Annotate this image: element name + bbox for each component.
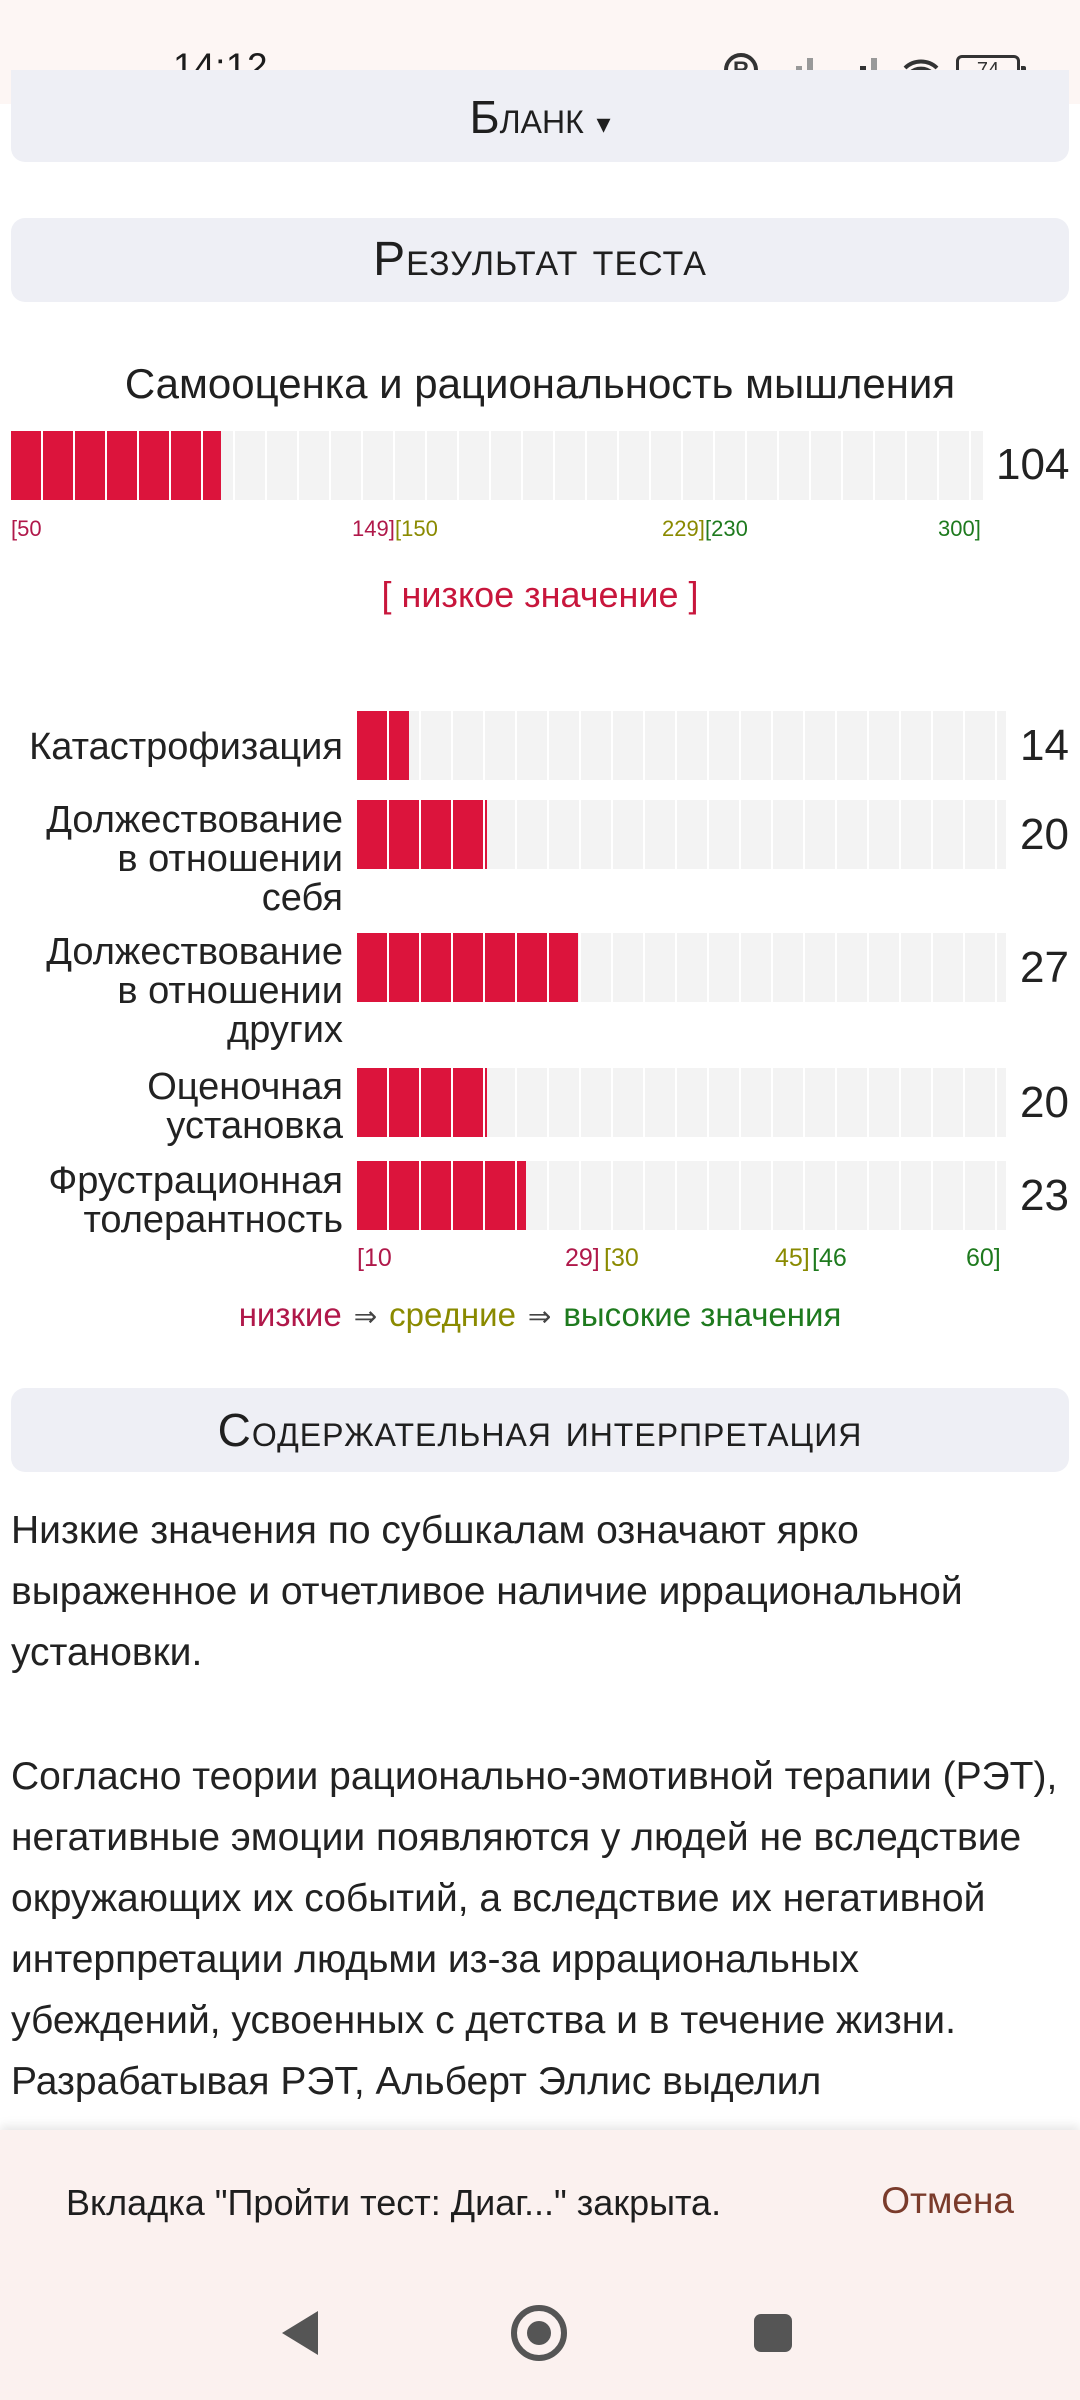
- subscale-bar-others-demands: [357, 933, 1006, 1002]
- legend-low: низкие: [238, 1296, 342, 1333]
- form-section-header[interactable]: Бланк ▾: [11, 70, 1069, 162]
- subscale-bar-self-demands: [357, 800, 1006, 869]
- subscale-bar-evaluative: [357, 1068, 1006, 1137]
- main-tick-mid-end: 229]: [662, 516, 705, 541]
- subscale-fill: [357, 1068, 487, 1137]
- subscale-label-frustration: Фрустрационная толерантность: [48, 1160, 343, 1241]
- sub-tick-mid-end: 45]: [775, 1244, 810, 1272]
- sub-tick-high-start: [46: [812, 1244, 847, 1272]
- back-icon[interactable]: [282, 2311, 318, 2355]
- main-tick-high-end: 300]: [938, 516, 981, 541]
- result-section-title: Результат теста: [373, 233, 707, 286]
- subscale-bar-catastrophizing: [357, 711, 1006, 780]
- recents-icon[interactable]: [754, 2314, 792, 2352]
- snackbar: Вкладка "Пройти тест: Диаг..." закрыта. …: [0, 2130, 1080, 2270]
- caret-down-icon: ▾: [596, 108, 611, 139]
- subscale-value: 20: [1020, 1078, 1069, 1127]
- interpretation-paragraph-2: Согласно теории рационально-эмотивной те…: [11, 1755, 1058, 2103]
- subscale-bar-frustration: [357, 1161, 1006, 1230]
- main-scale-fill: [11, 431, 221, 500]
- subscale-label-catastrophizing: Катастрофизация: [29, 726, 343, 768]
- subscale-fill: [357, 933, 578, 1002]
- sub-tick-mid-start: [30: [604, 1244, 639, 1272]
- subscale-fill: [357, 711, 409, 780]
- subscale-fill: [357, 800, 487, 869]
- sub-tick-low-start: [10: [357, 1244, 392, 1272]
- main-scale-value: 104: [996, 440, 1070, 489]
- interpretation-paragraph-1: Низкие значения по субшкалам означают яр…: [11, 1509, 963, 1674]
- main-tick-mid-start: [150: [395, 516, 438, 541]
- main-scale-bar: [11, 431, 983, 500]
- undo-button[interactable]: Отмена: [881, 2180, 1014, 2221]
- subscale-value: 14: [1020, 721, 1069, 770]
- main-scale-title: Самооценка и рациональность мышления: [124, 360, 956, 407]
- main-tick-low-start: [50: [11, 516, 42, 541]
- system-nav-bar: [0, 2270, 1080, 2400]
- scale-legend: низкие ⇒ средние ⇒ высокие значения: [0, 1296, 1080, 1334]
- interpretation-section-header: Содержательная интерпретация: [11, 1388, 1069, 1472]
- interpretation-section-title: Содержательная интерпретация: [217, 1404, 863, 1456]
- arrow-right-icon: ⇒: [353, 1301, 378, 1332]
- main-tick-high-start: [230: [705, 516, 748, 541]
- subscale-value: 27: [1020, 943, 1069, 992]
- subscale-fill: [357, 1161, 526, 1230]
- legend-high: высокие значения: [563, 1296, 842, 1333]
- subscale-label-others-demands: Должествование в отношении других: [46, 931, 343, 1051]
- subscale-value: 20: [1020, 810, 1069, 859]
- legend-mid: средние: [389, 1296, 516, 1333]
- home-icon[interactable]: [511, 2305, 567, 2361]
- subscale-label-self-demands: Должествование в отношении себя: [46, 799, 343, 919]
- subscale-label-evaluative: Оценочная установка: [147, 1066, 343, 1147]
- main-tick-low-end: 149]: [352, 516, 395, 541]
- arrow-right-icon: ⇒: [527, 1301, 552, 1332]
- snackbar-message: Вкладка "Пройти тест: Диаг..." закрыта.: [66, 2182, 722, 2223]
- sub-tick-low-end: 29]: [565, 1244, 600, 1272]
- form-section-title: Бланк: [469, 91, 584, 143]
- subscale-value: 23: [1020, 1171, 1069, 1220]
- main-scale-verdict: [ низкое значение ]: [381, 574, 699, 615]
- sub-tick-high-end: 60]: [966, 1244, 1001, 1272]
- result-section-header: Результат теста: [11, 218, 1069, 302]
